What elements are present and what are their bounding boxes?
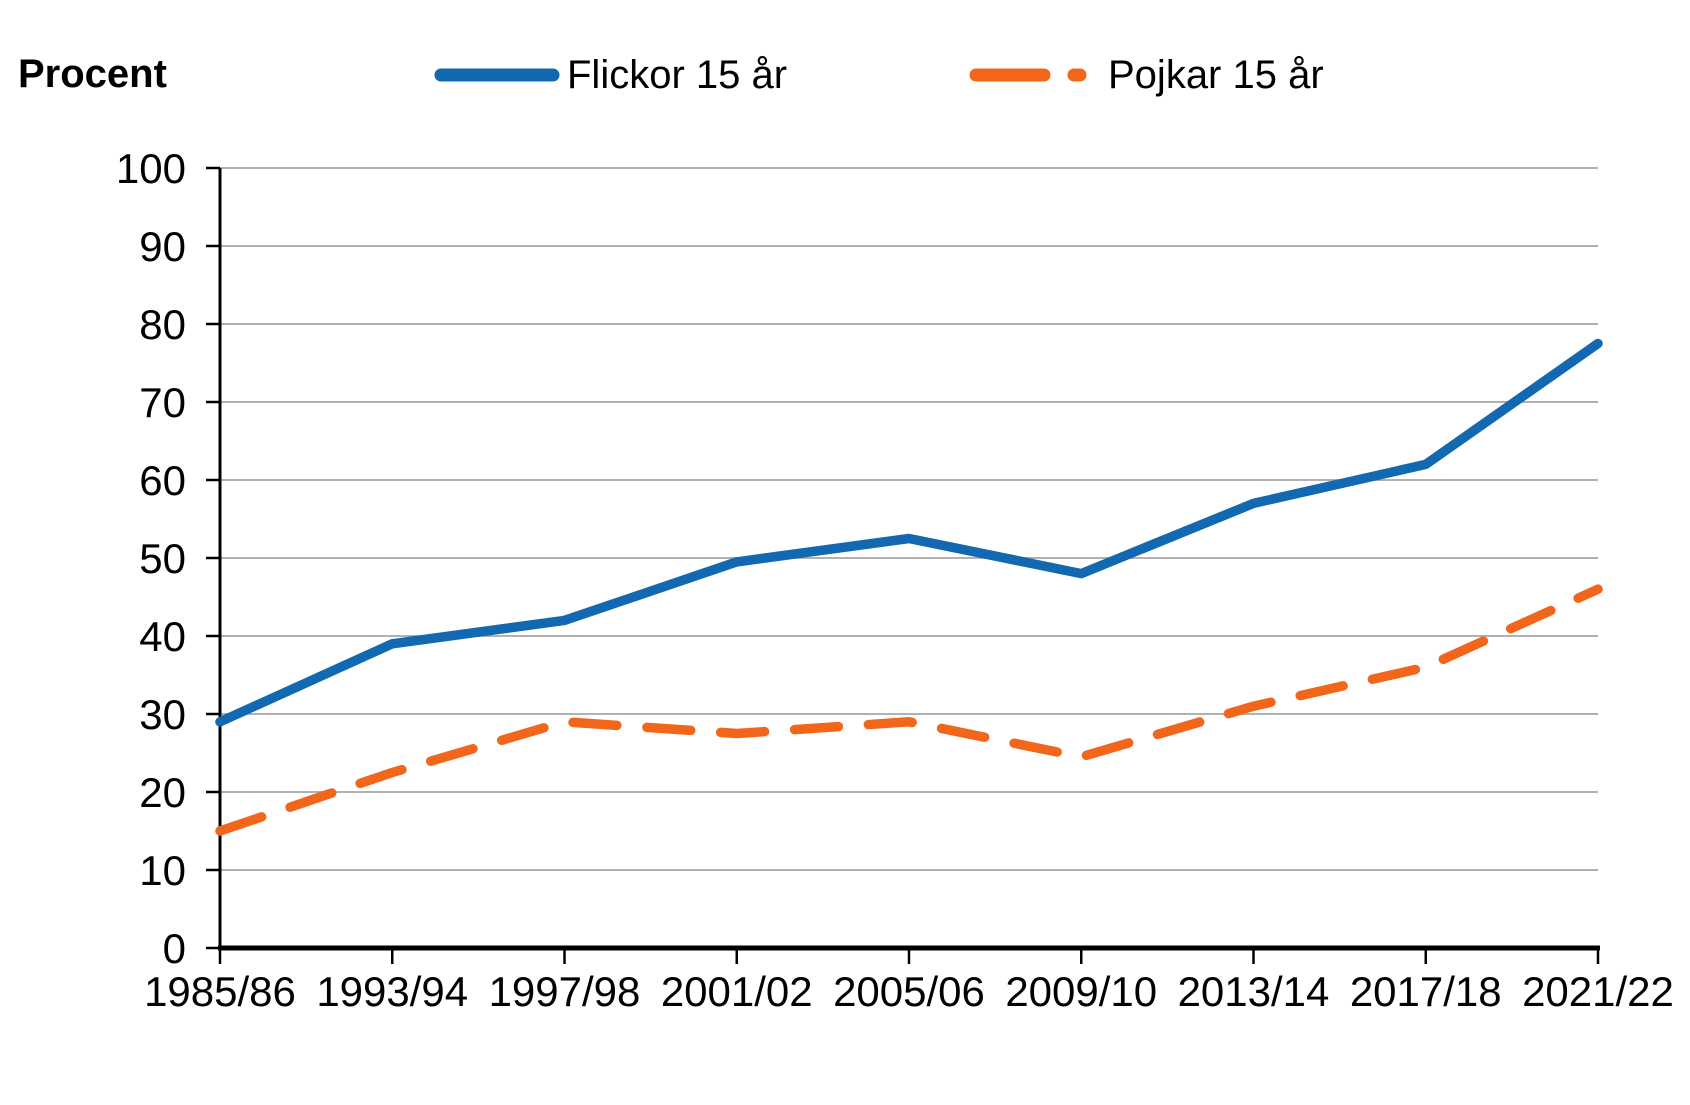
y-tick-label: 30 [139, 691, 186, 738]
x-tick-label: 2013/14 [1178, 968, 1330, 1015]
series-line-pojkar-15-r [215, 584, 1603, 836]
y-tick-label: 0 [163, 925, 186, 972]
y-tick-label: 10 [139, 847, 186, 894]
x-tick-label: 2021/22 [1522, 968, 1674, 1015]
x-tick-label: 2005/06 [833, 968, 985, 1015]
legend-item-pojkar: Pojkar 15 år [968, 52, 1324, 98]
legend-label-pojkar: Pojkar 15 år [1108, 52, 1324, 97]
x-tick-label: 2001/02 [661, 968, 813, 1015]
flickor-line-swatch-icon [434, 68, 560, 82]
x-tick-label: 1993/94 [316, 968, 468, 1015]
y-tick-label: 90 [139, 223, 186, 270]
x-tick-label: 2017/18 [1350, 968, 1502, 1015]
y-axis-title: Procent [18, 52, 167, 96]
y-tick-label: 70 [139, 379, 186, 426]
y-tick-label: 60 [139, 457, 186, 504]
legend-item-flickor: Flickor 15 år [433, 52, 787, 98]
x-tick-label: 2009/10 [1005, 968, 1157, 1015]
series-line-flickor-15-r [215, 338, 1603, 727]
y-tick-label: 100 [116, 145, 186, 192]
pojkar-line-swatch-icon [969, 68, 1101, 82]
legend-label-flickor: Flickor 15 år [567, 52, 788, 97]
x-tick-label: 1997/98 [489, 968, 641, 1015]
y-tick-label: 80 [139, 301, 186, 348]
y-tick-label: 20 [139, 769, 186, 816]
x-tick-label: 1985/86 [144, 968, 296, 1015]
y-tick-label: 50 [139, 535, 186, 582]
y-tick-label: 40 [139, 613, 186, 660]
